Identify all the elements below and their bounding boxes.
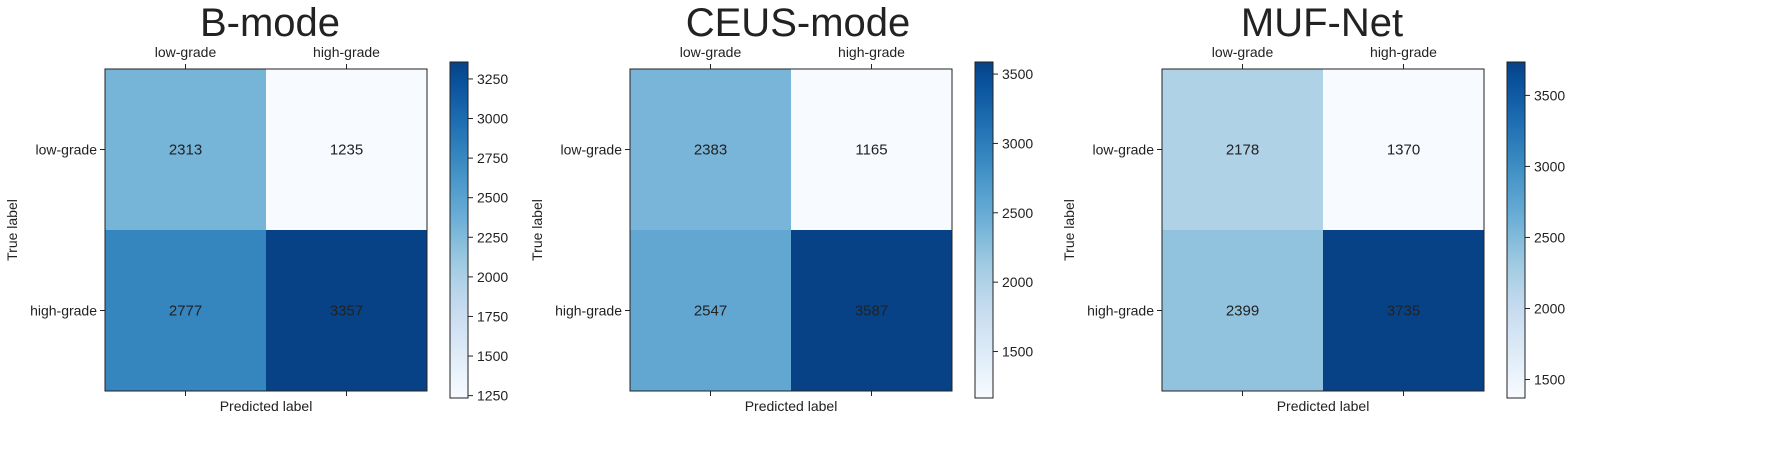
colorbar-tick-label: 2000 xyxy=(1534,300,1565,316)
colorbar-tick-label: 1250 xyxy=(477,388,508,404)
cell-value-label: 2399 xyxy=(1226,303,1259,320)
matrix-frame xyxy=(629,68,953,392)
y-axis-label: True label xyxy=(529,199,545,261)
cell-value-label: 2178 xyxy=(1226,142,1259,159)
colorbar-tick-label: 3500 xyxy=(1002,66,1033,82)
matrix-cell xyxy=(266,230,427,391)
cell-value-label: 3357 xyxy=(330,303,363,320)
colorbar-tick-label: 2000 xyxy=(477,269,508,285)
colorbar-tick-label: 2500 xyxy=(1002,205,1033,221)
chart-title: B-mode xyxy=(200,1,340,45)
colorbar-tick-label: 1500 xyxy=(1002,344,1033,360)
colorbar-tick-label: 2250 xyxy=(477,229,508,245)
y-tick-label: low-grade xyxy=(1093,142,1155,158)
colorbar xyxy=(1506,61,1526,399)
colorbar-tick-label: 3500 xyxy=(1534,87,1565,103)
x-tick-label: high-grade xyxy=(838,44,905,60)
chart-title: MUF-Net xyxy=(1241,1,1403,45)
matrix-cell xyxy=(791,69,952,230)
confusion-matrix-1: B-mode 2313 1235 2777 3357 low-grade high-grad… xyxy=(4,1,508,414)
matrix-cell xyxy=(1162,230,1323,391)
colorbar xyxy=(449,61,469,399)
confusion-matrix-3: MUF-Net 2178 1370 2399 3735 low-grade high-gra… xyxy=(1061,1,1565,414)
matrix-cell xyxy=(791,230,952,391)
matrix-frame xyxy=(104,68,428,392)
y-tick-label: low-grade xyxy=(561,142,623,158)
cell-value-label: 1370 xyxy=(1387,142,1420,159)
cell-value-label: 2313 xyxy=(169,142,202,159)
colorbar-tick-label: 1500 xyxy=(1534,372,1565,388)
y-tick-label: high-grade xyxy=(555,303,622,319)
matrix-frame xyxy=(1161,68,1485,392)
matrix-cell xyxy=(1162,69,1323,230)
x-tick-label: low-grade xyxy=(1212,44,1274,60)
cell-value-label: 3587 xyxy=(855,303,888,320)
colorbar-tick-label: 3250 xyxy=(477,71,508,87)
matrix-cell xyxy=(630,230,791,391)
colorbar-tick-label: 3000 xyxy=(1002,135,1033,151)
colorbar-tick-label: 2000 xyxy=(1002,274,1033,290)
cell-value-label: 1235 xyxy=(330,142,363,159)
x-tick-label: low-grade xyxy=(155,44,217,60)
cell-value-label: 2777 xyxy=(169,303,202,320)
matrix-cell xyxy=(1323,69,1484,230)
x-tick-label: low-grade xyxy=(680,44,742,60)
y-tick-label: low-grade xyxy=(36,142,98,158)
confusion-matrix-2: CEUS-mode 2383 1165 2547 3587 low-grade high-g… xyxy=(529,1,1033,414)
matrix-cell xyxy=(1323,230,1484,391)
x-axis-label: Predicted label xyxy=(1277,398,1370,414)
x-axis-label: Predicted label xyxy=(745,398,838,414)
matrix-cell xyxy=(630,69,791,230)
colorbar-tick-label: 1500 xyxy=(477,348,508,364)
colorbar-tick-label: 3000 xyxy=(477,111,508,127)
x-tick-label: high-grade xyxy=(313,44,380,60)
y-tick-label: high-grade xyxy=(1087,303,1154,319)
x-tick-label: high-grade xyxy=(1370,44,1437,60)
cell-value-label: 2383 xyxy=(694,142,727,159)
colorbar-tick-label: 2500 xyxy=(1534,229,1565,245)
x-axis-label: Predicted label xyxy=(220,398,313,414)
colorbar-tick-label: 1750 xyxy=(477,308,508,324)
cell-value-label: 3735 xyxy=(1387,303,1420,320)
y-tick-label: high-grade xyxy=(30,303,97,319)
colorbar-tick-label: 3000 xyxy=(1534,158,1565,174)
cell-value-label: 2547 xyxy=(694,303,727,320)
matrix-cell xyxy=(105,230,266,391)
y-axis-label: True label xyxy=(4,199,20,261)
colorbar-tick-label: 2750 xyxy=(477,150,508,166)
matrix-cell xyxy=(105,69,266,230)
colorbar-tick-label: 2500 xyxy=(477,190,508,206)
matrix-cell xyxy=(266,69,427,230)
colorbar xyxy=(974,61,994,399)
cell-value-label: 1165 xyxy=(855,142,887,159)
y-axis-label: True label xyxy=(1061,199,1077,261)
chart-title: CEUS-mode xyxy=(686,1,911,45)
